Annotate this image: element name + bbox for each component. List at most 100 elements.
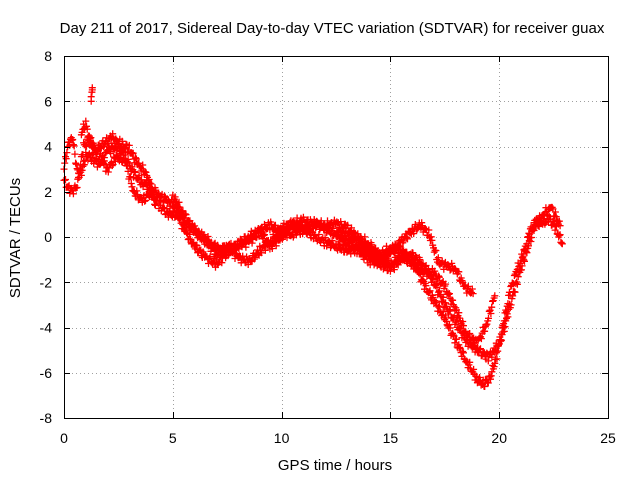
data-points (60, 84, 566, 390)
data-point (393, 246, 401, 253)
data-point (132, 154, 140, 162)
data-point (368, 247, 376, 255)
data-point (245, 238, 253, 246)
data-point (445, 290, 453, 298)
data-point (534, 222, 542, 229)
data-point (482, 321, 490, 329)
series-track-e (77, 117, 159, 209)
data-point (464, 284, 471, 292)
data-point (488, 303, 496, 311)
data-point (510, 272, 518, 279)
data-point (528, 234, 536, 241)
data-point (491, 359, 499, 367)
data-point (357, 238, 365, 246)
data-point (453, 335, 460, 343)
data-point (484, 379, 492, 387)
data-point (432, 298, 440, 306)
data-point (481, 383, 489, 390)
data-point (390, 261, 397, 269)
data-point (400, 237, 408, 245)
data-point (69, 141, 77, 149)
data-point (479, 348, 487, 356)
data-point (321, 223, 329, 231)
data-point (455, 268, 463, 276)
data-point (473, 343, 481, 351)
data-point (131, 169, 139, 176)
data-point (466, 358, 474, 366)
y-tick-label: -8 (40, 410, 53, 426)
data-point (416, 256, 424, 264)
data-point (390, 266, 398, 274)
data-point (520, 256, 528, 264)
data-point (487, 372, 495, 380)
data-point (348, 231, 355, 239)
data-point (150, 195, 158, 203)
data-point (469, 290, 477, 298)
data-point (348, 224, 355, 232)
data-point (181, 214, 188, 222)
data-point (464, 282, 472, 290)
data-point (109, 130, 117, 138)
data-point (470, 365, 478, 373)
data-point (451, 307, 459, 315)
data-point (490, 363, 498, 371)
data-point (489, 297, 496, 305)
data-point (442, 299, 450, 307)
data-point (503, 314, 510, 322)
x-tick-label: 25 (600, 430, 616, 446)
data-point (267, 236, 275, 244)
data-point (334, 228, 342, 236)
data-point (368, 241, 376, 249)
data-point (435, 272, 443, 280)
data-point (403, 234, 411, 242)
data-point (195, 228, 203, 236)
data-point (130, 168, 138, 176)
data-point (62, 155, 70, 163)
data-point (500, 327, 508, 335)
data-point (75, 173, 83, 181)
data-point (329, 224, 337, 232)
data-point (451, 339, 459, 347)
data-point (422, 282, 430, 290)
data-point (361, 239, 369, 247)
data-point (100, 157, 108, 165)
data-point (85, 132, 93, 140)
data-point (72, 160, 80, 168)
data-point (113, 152, 121, 160)
y-tick-label: -4 (40, 320, 53, 336)
x-tick-label: 10 (274, 430, 290, 446)
data-point (503, 310, 511, 318)
data-point (268, 245, 276, 252)
data-point (62, 176, 69, 183)
data-point (104, 168, 112, 176)
data-point (449, 331, 457, 339)
data-point (456, 325, 464, 333)
data-point (176, 203, 184, 211)
data-point (439, 298, 446, 306)
data-point (100, 143, 107, 150)
data-point (69, 136, 77, 143)
data-point (176, 215, 183, 223)
data-point (189, 240, 197, 248)
data-point (248, 239, 256, 247)
data-point (122, 140, 130, 148)
data-point (72, 159, 80, 167)
data-point (193, 242, 201, 249)
data-point (321, 234, 329, 242)
data-point (135, 172, 143, 180)
data-point (484, 357, 492, 365)
data-point (460, 322, 467, 330)
x-tick-label: 20 (491, 430, 507, 446)
data-point (426, 287, 434, 295)
data-point (444, 289, 452, 297)
data-point (132, 155, 140, 163)
data-point (315, 231, 323, 238)
data-point (261, 231, 268, 239)
data-point (434, 254, 442, 262)
data-point (261, 220, 268, 228)
data-point (446, 290, 453, 298)
data-point (455, 309, 463, 317)
data-point (76, 165, 84, 173)
data-point (133, 187, 141, 195)
